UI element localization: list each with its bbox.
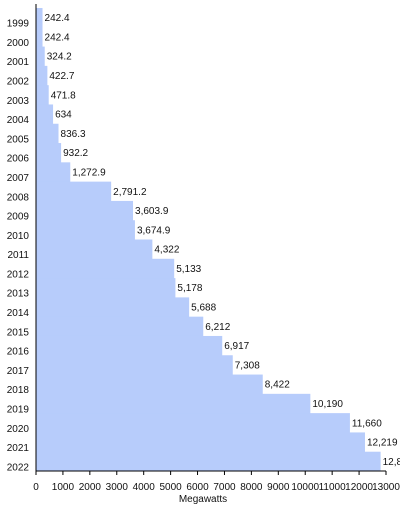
category-label-2013: 2013	[7, 289, 30, 300]
bar-2010	[36, 220, 135, 240]
bar-2005	[36, 123, 59, 144]
x-tick-label-12000: 12000	[345, 482, 373, 493]
data-label-2017: 7,308	[235, 360, 260, 371]
bar-2015	[36, 316, 204, 337]
category-label-2010: 2010	[7, 231, 30, 242]
data-label-2020: 11,660	[352, 418, 382, 429]
category-label-2016: 2016	[7, 347, 30, 358]
category-label-2022: 2022	[7, 462, 30, 473]
bar-2021	[36, 432, 365, 453]
data-label-2002: 422.7	[49, 71, 74, 82]
category-label-2021: 2021	[7, 443, 30, 454]
category-label-2015: 2015	[7, 327, 30, 338]
bar-2022	[36, 451, 381, 472]
category-label-2012: 2012	[7, 269, 30, 280]
data-label-2016: 6,917	[224, 341, 249, 352]
data-label-1999: 242.4	[45, 13, 70, 24]
x-tick-label-0: 0	[33, 482, 39, 493]
data-label-2008: 2,791.2	[113, 187, 147, 198]
bar-2001	[36, 46, 45, 67]
data-label-2001: 324.2	[47, 52, 72, 63]
bar-2013	[36, 278, 176, 298]
bars-group	[36, 8, 381, 472]
bar-2000	[36, 27, 43, 48]
category-label-2018: 2018	[7, 385, 30, 396]
bar-2007	[36, 162, 71, 183]
data-label-2006: 932.2	[63, 148, 88, 159]
data-label-2021: 12,219	[367, 438, 398, 449]
data-label-2009: 3,603.9	[135, 206, 169, 217]
bar-2020	[36, 413, 350, 433]
bar-2006	[36, 143, 62, 163]
data-label-2012: 5,133	[176, 264, 201, 275]
bar-2016	[36, 335, 223, 356]
data-labels: 242.4 242.4 324.2 422.7 471.8 634 836.3 932.2 1,…	[45, 13, 400, 468]
category-label-2004: 2004	[7, 115, 30, 126]
category-label-2001: 2001	[7, 57, 30, 68]
data-label-2003: 471.8	[51, 90, 76, 101]
data-label-2010: 3,674.9	[137, 225, 171, 236]
x-tick-label-6000: 6000	[186, 482, 209, 493]
bar-2008	[36, 181, 112, 202]
category-label-2009: 2009	[7, 212, 30, 223]
category-label-2019: 2019	[7, 404, 30, 415]
category-label-2003: 2003	[7, 96, 30, 107]
category-label-2017: 2017	[7, 366, 30, 377]
bar-2012	[36, 258, 175, 279]
data-label-2014: 5,688	[191, 303, 216, 314]
x-tick-label-2000: 2000	[79, 482, 102, 493]
bar-2014	[36, 297, 190, 318]
data-label-2018: 8,422	[265, 380, 290, 391]
data-label-2005: 836.3	[61, 129, 86, 140]
data-label-2022: 12,800	[383, 457, 400, 468]
data-label-2015: 6,212	[205, 322, 230, 333]
x-axis-ticks: 0 1000 2000 3000 4000 5000 6000 7000 8000 9000 100…	[33, 471, 400, 493]
bar-2018	[36, 374, 263, 395]
data-label-2019: 10,190	[312, 399, 343, 410]
category-label-2014: 2014	[7, 308, 30, 319]
x-tick-label-3000: 3000	[106, 482, 129, 493]
x-tick-label-11000: 11000	[319, 482, 347, 493]
category-label-1999: 1999	[7, 19, 30, 30]
category-label-2000: 2000	[7, 38, 30, 49]
x-tick-label-13000: 13000	[372, 482, 400, 493]
bar-2002	[36, 65, 48, 86]
bar-1999	[36, 8, 43, 28]
x-tick-label-4000: 4000	[133, 482, 156, 493]
category-label-2002: 2002	[7, 77, 30, 88]
x-tick-label-9000: 9000	[267, 482, 290, 493]
category-labels: 1999 2000 2001 2002 2003 2004 2005 2006 2007 2008…	[7, 19, 30, 474]
x-tick-label-5000: 5000	[159, 482, 182, 493]
data-label-2013: 5,178	[177, 283, 202, 294]
data-label-2004: 634	[55, 110, 72, 121]
x-tick-label-1000: 1000	[52, 482, 75, 493]
category-label-2006: 2006	[7, 154, 30, 165]
data-label-2007: 1,272.9	[72, 167, 106, 178]
bar-2011	[36, 239, 153, 260]
category-label-2007: 2007	[7, 173, 30, 184]
x-tick-label-8000: 8000	[240, 482, 263, 493]
bar-2004	[36, 104, 54, 125]
category-label-2011: 2011	[7, 250, 29, 261]
x-tick-label-10000: 10000	[291, 482, 319, 493]
bar-2009	[36, 200, 134, 221]
category-label-2005: 2005	[7, 134, 30, 145]
x-tick-label-7000: 7000	[213, 482, 236, 493]
bar-2019	[36, 393, 311, 414]
data-label-2000: 242.4	[45, 32, 70, 43]
bar-2003	[36, 85, 49, 105]
data-label-2011: 4,322	[154, 245, 179, 256]
category-label-2020: 2020	[7, 424, 30, 435]
category-label-2008: 2008	[7, 192, 30, 203]
bar-2017	[36, 355, 233, 376]
x-axis-title: Megawatts	[179, 494, 227, 505]
